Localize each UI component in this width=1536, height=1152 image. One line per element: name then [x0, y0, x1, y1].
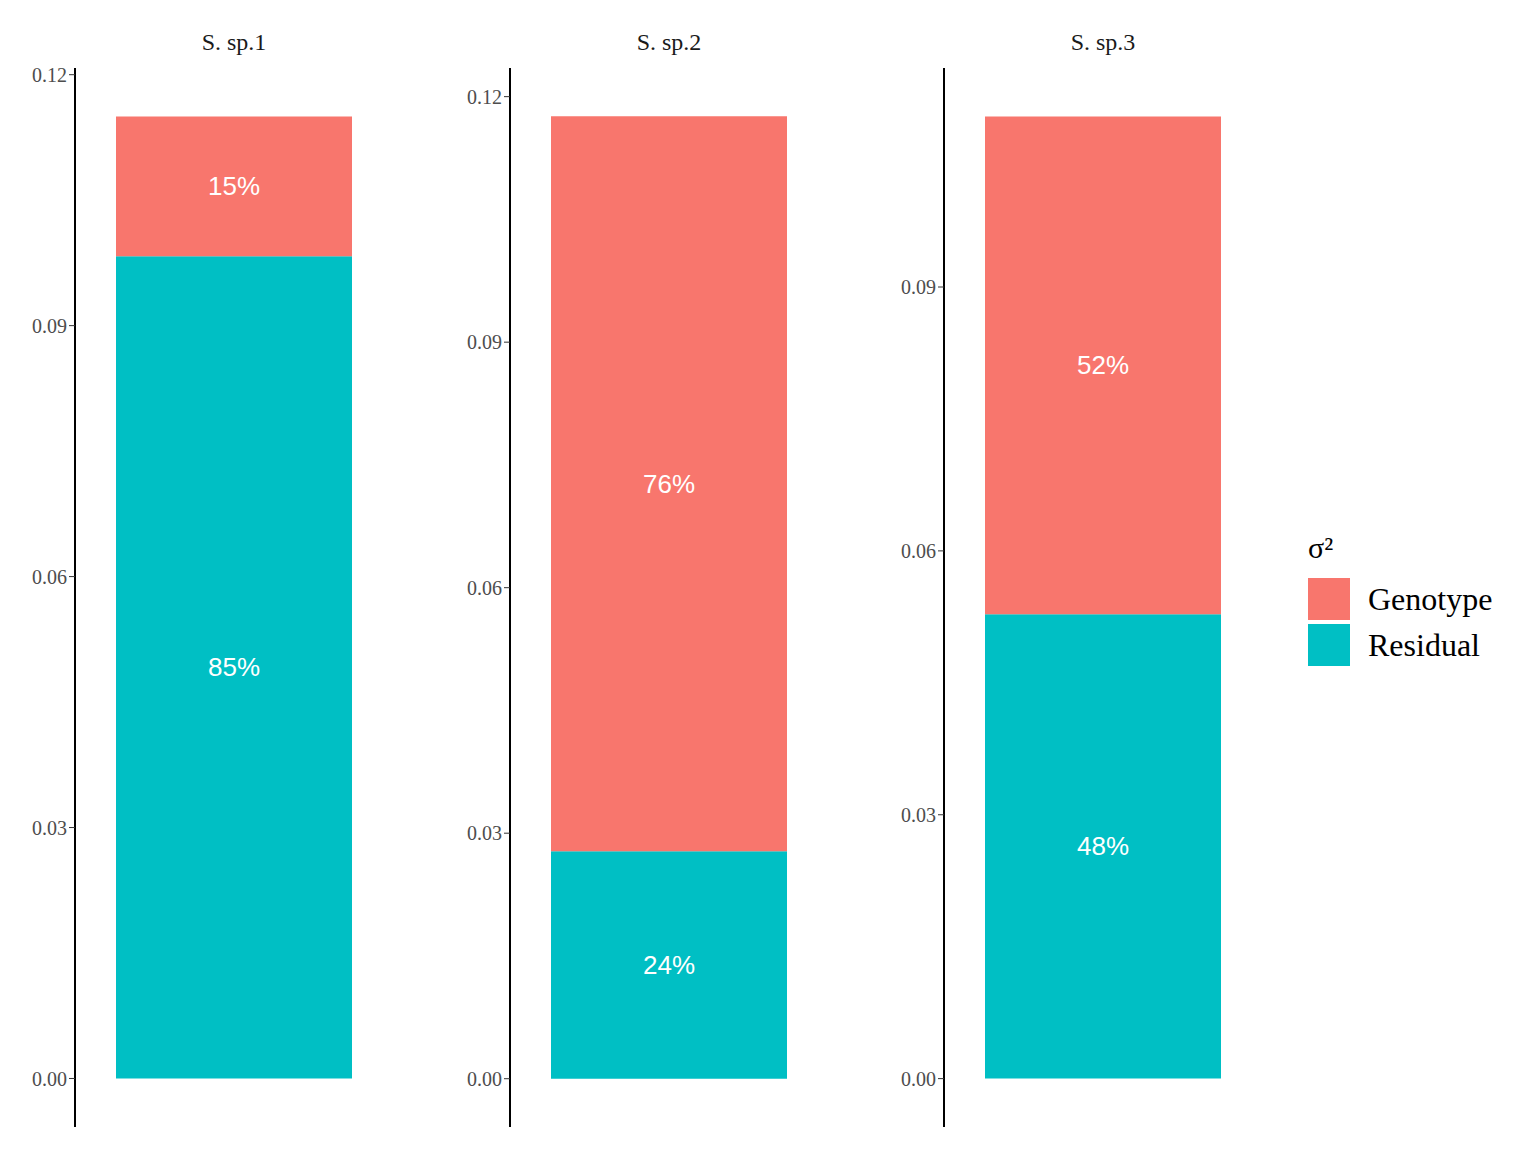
svg-text:0.00: 0.00 [901, 1068, 936, 1090]
html-text:Residual: Residual [1368, 626, 1480, 663]
svg-text:0.03: 0.03 [32, 817, 67, 839]
html-text:Genotype: Genotype [1368, 580, 1493, 617]
svg-text:0.12: 0.12 [32, 64, 67, 86]
svg-text:52%: 52% [1077, 350, 1129, 380]
svg-text:0.06: 0.06 [467, 577, 502, 599]
svg-text:0.06: 0.06 [901, 540, 936, 562]
svg-text:48%: 48% [1077, 831, 1129, 861]
svg-text:76%: 76% [643, 469, 695, 499]
svg-text:0.09: 0.09 [32, 315, 67, 337]
html-text:σ²: σ² [1308, 531, 1334, 564]
svg-text:85%: 85% [208, 652, 260, 682]
html-text:S. sp.2: S. sp.2 [636, 29, 702, 55]
svg-text:0.12: 0.12 [467, 86, 502, 108]
svg-text:0.03: 0.03 [901, 804, 936, 826]
svg-text:15%: 15% [208, 171, 260, 201]
html-text:S. sp.1: S. sp.1 [201, 29, 267, 55]
svg-text:0.03: 0.03 [467, 822, 502, 844]
svg-text:0.06: 0.06 [32, 566, 67, 588]
svg-text:0.00: 0.00 [32, 1068, 67, 1090]
svg-text:24%: 24% [643, 950, 695, 980]
svg-text:0.09: 0.09 [467, 331, 502, 353]
svg-text:0.00: 0.00 [467, 1068, 502, 1090]
svg-text:0.09: 0.09 [901, 276, 936, 298]
html-text:S. sp.3: S. sp.3 [1070, 29, 1136, 55]
